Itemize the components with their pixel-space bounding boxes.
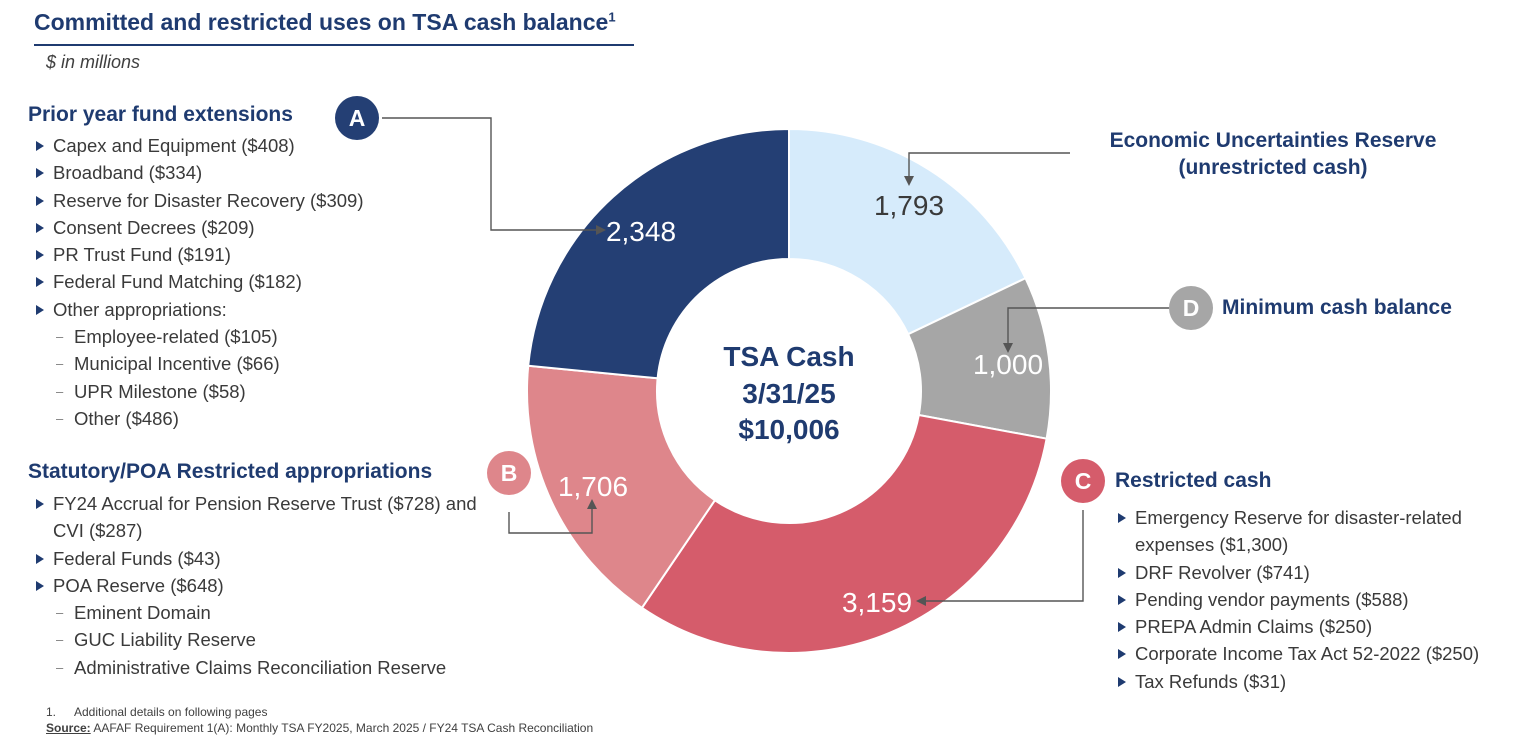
section-a-subitem: Employee-related ($105) xyxy=(28,323,364,351)
footnote-text: Additional details on following pages xyxy=(74,705,268,719)
section-a-item: Reserve for Disaster Recovery ($309) xyxy=(28,187,364,214)
donut-slice xyxy=(906,276,1052,440)
section-a-item: PR Trust Fund ($191) xyxy=(28,241,364,268)
center-label-line3: $10,006 xyxy=(738,414,839,445)
center-label-line2: 3/31/25 xyxy=(742,378,835,409)
connector-a xyxy=(382,117,598,231)
section-a-badge: A xyxy=(335,96,379,140)
donut-center-label: TSA Cash 3/31/25 $10,006 xyxy=(723,341,854,445)
source-text: AAFAF Requirement 1(A): Monthly TSA FY20… xyxy=(90,721,594,735)
page-title: Committed and restricted uses on TSA cas… xyxy=(34,9,616,36)
arrow-e xyxy=(904,176,914,186)
slice-value-label: 3,159 xyxy=(842,587,912,618)
section-c-item: Pending vendor payments ($588) xyxy=(1110,586,1510,613)
section-e-heading-line1: Economic Uncertainties Reserve xyxy=(1109,129,1437,152)
page-title-text: Committed and restricted uses on TSA cas… xyxy=(34,9,609,35)
slice-labels: 1,793 1,000 3,159 1,706 2,348 xyxy=(558,190,1043,618)
section-a-list: Capex and Equipment ($408) Broadband ($33… xyxy=(28,132,364,433)
section-a-subitem: UPR Milestone ($58) xyxy=(28,378,364,406)
donut-slice xyxy=(640,413,1048,654)
section-d-heading: Minimum cash balance xyxy=(1222,296,1452,319)
units-subtitle: $ in millions xyxy=(46,52,141,72)
connector-e xyxy=(908,152,1070,180)
section-c-item: Tax Refunds ($31) xyxy=(1110,668,1510,695)
section-c-item: DRF Revolver ($741) xyxy=(1110,559,1510,586)
section-a-item: Broadband ($334) xyxy=(28,159,364,186)
section-c-item: Emergency Reserve for disaster-related e… xyxy=(1110,504,1510,559)
section-b-subitem: Eminent Domain xyxy=(28,599,483,627)
section-e-heading-line2: (unrestricted cash) xyxy=(1178,156,1368,179)
arrow-c xyxy=(916,596,926,606)
arrow-b xyxy=(587,499,597,509)
section-a-item: Federal Fund Matching ($182) xyxy=(28,268,364,295)
slice-value-label: 1,706 xyxy=(558,471,628,502)
section-c-list: Emergency Reserve for disaster-related e… xyxy=(1110,504,1510,695)
slice-value-label: 1,000 xyxy=(973,349,1043,380)
callout-connectors xyxy=(382,117,1169,602)
connector-arrowheads xyxy=(587,176,1013,606)
footnote-number: 1. xyxy=(46,705,57,719)
section-b-item: Federal Funds ($43) xyxy=(28,545,483,572)
section-c-badge: C xyxy=(1061,459,1105,503)
slice-value-label: 2,348 xyxy=(606,216,676,247)
section-d-badge: D xyxy=(1169,286,1213,330)
section-a-item: Other appropriations: xyxy=(28,296,364,323)
section-e-heading: Economic Uncertainties Reserve (unrestri… xyxy=(1090,129,1456,180)
donut-slice xyxy=(788,127,1027,336)
section-a-subitem: Municipal Incentive ($66) xyxy=(28,350,364,378)
source-label: Source: xyxy=(46,721,91,735)
arrow-a xyxy=(596,225,606,235)
section-a-heading: Prior year fund extensions xyxy=(28,103,293,126)
arrow-d xyxy=(1003,343,1013,353)
section-c-heading: Restricted cash xyxy=(1115,469,1272,492)
section-c-item: PREPA Admin Claims ($250) xyxy=(1110,613,1510,640)
section-a-item: Capex and Equipment ($408) xyxy=(28,132,364,159)
section-b-item: FY24 Accrual for Pension Reserve Trust (… xyxy=(28,490,483,545)
section-b-badge: B xyxy=(487,451,531,495)
section-b-heading: Statutory/POA Restricted appropriations xyxy=(28,460,433,483)
center-label-line1: TSA Cash xyxy=(723,341,854,372)
section-b-subitem: Administrative Claims Reconciliation Res… xyxy=(28,654,483,682)
section-c-item: Corporate Income Tax Act 52-2022 ($250) xyxy=(1110,640,1510,667)
section-b-subitem: GUC Liability Reserve xyxy=(28,626,483,654)
footnote: 1. Additional details on following pages xyxy=(46,705,267,719)
title-footnote-marker: 1 xyxy=(608,9,616,25)
connector-b xyxy=(508,505,593,534)
donut-slice xyxy=(527,127,790,380)
slice-value-label: 1,793 xyxy=(874,190,944,221)
connector-c xyxy=(922,510,1084,602)
source-note: Source: AAFAF Requirement 1(A): Monthly … xyxy=(46,721,593,735)
connector-d xyxy=(1007,307,1169,347)
title-underline xyxy=(34,44,634,46)
section-a-item: Consent Decrees ($209) xyxy=(28,214,364,241)
section-a-subitem: Other ($486) xyxy=(28,405,364,433)
section-b-list: FY24 Accrual for Pension Reserve Trust (… xyxy=(28,490,483,681)
donut-slices xyxy=(526,127,1052,654)
donut-slice xyxy=(526,364,717,610)
section-b-item: POA Reserve ($648) xyxy=(28,572,483,599)
